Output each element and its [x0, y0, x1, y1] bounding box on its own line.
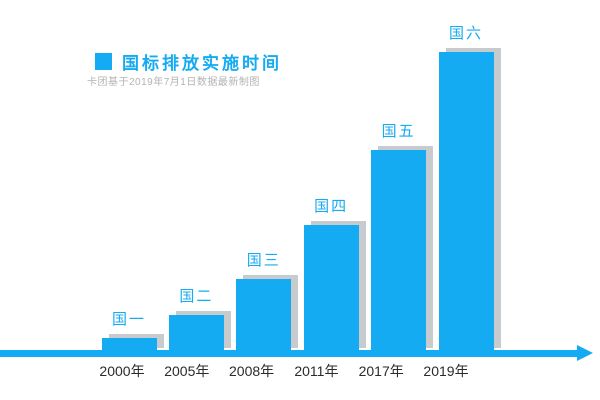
bar	[303, 225, 359, 352]
x-axis-line	[0, 350, 580, 357]
bar	[371, 150, 427, 352]
bar-value-label: 国四	[314, 198, 349, 215]
bar-value-label: 国三	[246, 252, 281, 269]
bar-value-label: 国二	[179, 288, 214, 305]
bar	[438, 52, 494, 352]
x-axis-tick-label: 2005年	[164, 363, 210, 379]
x-axis-tick-label: 2017年	[358, 363, 404, 379]
legend: 国标排放实施时间	[95, 51, 282, 73]
bar	[236, 279, 292, 352]
bar-value-label: 国一	[111, 311, 147, 328]
x-axis-arrow-icon	[577, 345, 593, 361]
chart-title: 国标排放实施时间	[122, 53, 282, 73]
bar	[101, 338, 157, 352]
x-axis-tick-label: 2019年	[423, 363, 469, 379]
x-axis-tick-label: 2008年	[229, 363, 275, 379]
bar-value-label: 国五	[381, 123, 416, 140]
bar-value-label: 国六	[448, 25, 484, 42]
chart-subtitle: 卡团基于2019年7月1日数据最新制图	[87, 77, 260, 88]
x-axis-tick-label: 2000年	[99, 363, 145, 379]
bar	[168, 315, 224, 352]
x-axis-tick-label: 2011年	[294, 363, 339, 379]
legend-swatch-icon	[95, 52, 112, 70]
